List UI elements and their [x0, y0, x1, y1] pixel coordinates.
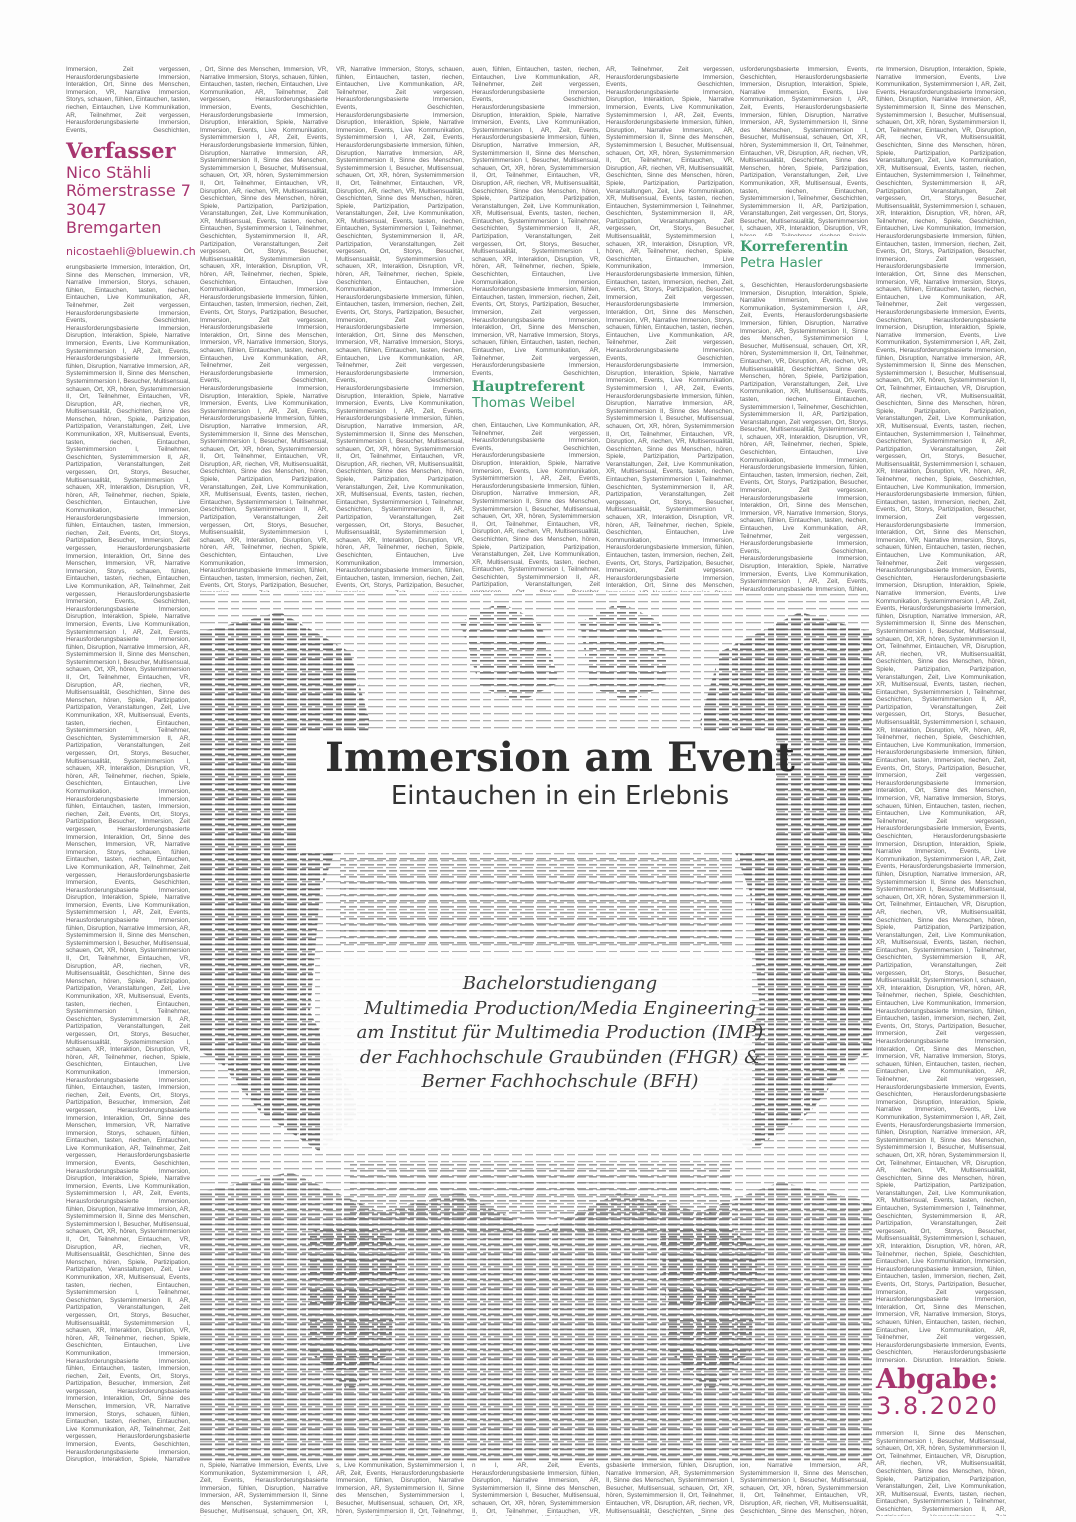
study-line: Bachelorstudiengang	[462, 973, 658, 994]
filler-column: gsbasierte Immersion, fühlen, Disruption…	[606, 1462, 734, 1516]
filler-column: rte Immersion, Disruption, Interaktion, …	[876, 66, 1006, 1362]
filler-column: Immersion, Zeit vergessen, Herausforderu…	[66, 66, 190, 134]
filler-column: AR, Teilnehmer, Zeit vergessen, Herausfo…	[606, 66, 734, 592]
filler-column: VR, Narrative Immersion, Storys, schauen…	[336, 66, 464, 592]
submission-label: Abgabe:	[876, 1364, 999, 1395]
co-referee-name: Petra Hasler	[740, 255, 823, 271]
filler-column: n I, AR, Zeit, Events, Herausforderungsb…	[472, 1462, 600, 1516]
filler-column: mmersion II, Sinne des Menschen, Systemi…	[876, 1430, 1006, 1516]
filler-column: n, Spiele, Narrative Immersion, Events, …	[200, 1462, 328, 1516]
document-subtitle: Eintauchen in ein Erlebnis	[390, 781, 730, 811]
filler-column: ion, Narrative Immersion, AR, Systemimme…	[740, 1462, 868, 1516]
submission-block: Abgabe: 3.8.2020	[876, 1366, 1006, 1419]
hands-text-art	[200, 592, 872, 1462]
co-referee-block: Korreferentin Petra Hasler	[740, 240, 872, 272]
author-email: nicostaehli@bluewin.ch	[66, 244, 196, 258]
author-role-heading: Verfasser	[66, 138, 176, 163]
author-name: Nico Stähli	[66, 163, 152, 182]
author-block: Verfasser Nico Stähli Römerstrasse 7 304…	[66, 140, 196, 258]
filler-column: s, Geschichten, Herausforderungsbasierte…	[740, 282, 868, 592]
main-referee-name: Thomas Weibel	[472, 395, 576, 411]
study-line: der Fachhochschule Graubünden (FHGR) &	[359, 1046, 761, 1068]
filler-column: chen, Eintauchen, Live Kommunikation, AR…	[472, 422, 600, 592]
filler-column: , Ort, Sinne des Menschen, Immersion, VR…	[200, 66, 328, 592]
main-referee-role-heading: Hauptreferent	[472, 379, 585, 395]
filler-column: erungsbasierte Immersion, Interaktion, O…	[66, 264, 190, 1462]
title-block: Immersion am Event Eintauchen in ein Erl…	[300, 738, 820, 813]
filler-column: usforderungsbasierte Immersion, Events, …	[740, 66, 868, 236]
study-line: am Institut für Multimedia Production (I…	[356, 1022, 764, 1043]
main-referee-block: Hauptreferent Thomas Weibel	[472, 380, 600, 412]
filler-column: s, Live Kommunikation, Systemimmersion I…	[336, 1462, 464, 1516]
study-line: Berner Fachhochschule (BFH)	[421, 1071, 699, 1092]
study-line: Multimedia Production/Media Engineering	[364, 997, 756, 1019]
co-referee-role-heading: Korreferentin	[740, 239, 849, 255]
submission-date: 3.8.2020	[876, 1392, 999, 1420]
document-title: Immersion am Event	[325, 734, 795, 781]
filler-column: auen, fühlen, Eintauchen, tasten, rieche…	[472, 66, 600, 376]
typographic-art	[200, 592, 872, 1462]
study-program-block: Bachelorstudiengang Multimedia Productio…	[300, 972, 820, 1095]
author-street: Römerstrasse 7	[66, 181, 191, 201]
author-city: 3047 Bremgarten	[66, 199, 162, 238]
